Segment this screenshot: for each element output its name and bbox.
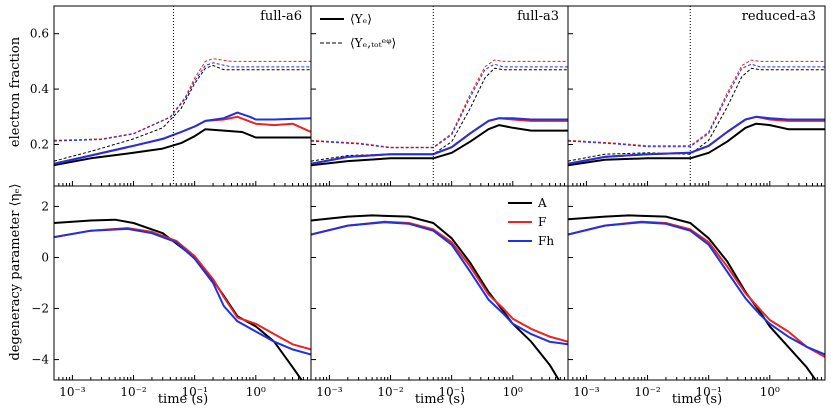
axes-frame-bottom <box>53 185 312 381</box>
axes-frame-top <box>310 5 569 187</box>
ye-fh-line <box>54 111 311 165</box>
plot-area-top <box>311 6 568 186</box>
eta-a-line <box>311 214 560 380</box>
panel-title-3: reduced-a3 <box>742 9 816 24</box>
bottom-ylabel: degeneracy parameter ⟨ηₑ⟩ <box>8 183 23 360</box>
panel-title-1: full-a6 <box>260 9 302 24</box>
legend-top-label-yeq: ⟨Yₑ,ₜₒₜᵉᵠ⟩ <box>350 36 396 50</box>
x-tick-label: 10⁻³ <box>573 385 600 399</box>
y-tick-label: 2 <box>41 199 49 213</box>
eta-fh-line <box>311 221 568 346</box>
x-tick-label: 10⁰ <box>503 385 523 399</box>
eta-f-line <box>311 220 568 343</box>
panel-2: 10⁻³ 10⁻² 10⁻¹ 10⁰ <box>310 5 569 399</box>
y-tick-label: −2 <box>31 302 49 316</box>
ye-fh-line <box>568 115 825 165</box>
xlabel-panel-1: time (s) <box>158 392 208 407</box>
x-tick-label: 10⁻² <box>634 385 661 399</box>
y-tick-label: −4 <box>31 353 49 367</box>
yeq-f-line <box>311 59 568 148</box>
ye-a-line <box>568 122 825 167</box>
xlabel-panel-3: time (s) <box>672 392 722 407</box>
eta-f-line <box>54 227 311 351</box>
xlabel-panel-2: time (s) <box>415 392 465 407</box>
y-tick-label: 0 <box>41 250 49 264</box>
x-tick-label: 10⁻¹ <box>181 385 207 399</box>
x-tick-label: 10⁻³ <box>59 385 86 399</box>
ye-fh-line <box>311 117 568 165</box>
plot-area-bottom <box>54 218 311 380</box>
panel-3: 10⁻³ 10⁻² 10⁻¹ 10⁰ <box>567 5 826 399</box>
x-tick-label: 10⁻³ <box>316 385 343 399</box>
x-tick-label: 10⁻² <box>377 385 404 399</box>
yeq-fh-line <box>311 63 568 149</box>
plot-area-bottom <box>311 214 568 380</box>
yeq-fh-line <box>568 63 825 148</box>
eta-f-line <box>568 220 825 358</box>
legend-top: ⟨Yₑ⟩ ⟨Yₑ,ₜₒₜᵉᵠ⟩ <box>320 12 396 50</box>
y-tick-label: 0.6 <box>30 27 49 41</box>
yeq-f-line <box>568 59 825 147</box>
ye-a-line <box>311 124 568 167</box>
yeq-a-line <box>54 65 311 162</box>
yeq-a-line <box>311 67 568 162</box>
plot-area-top <box>568 6 825 186</box>
x-tick-label: 10⁰ <box>246 385 266 399</box>
ye-f-line <box>54 115 311 165</box>
eta-fh-line <box>54 227 311 356</box>
x-tick-label: 10⁻¹ <box>438 385 464 399</box>
x-tick-label: 10⁰ <box>760 385 780 399</box>
axes-frame-bottom <box>310 185 569 381</box>
legend-top-label-ye: ⟨Yₑ⟩ <box>350 12 372 26</box>
yeq-a-line <box>568 67 825 162</box>
ye-a-line <box>54 128 311 167</box>
legend-bottom-label-a: A <box>537 196 547 210</box>
legend-bottom-label-fh: Fh <box>538 234 554 248</box>
plot-area-bottom <box>568 214 825 380</box>
top-ylabel: electron fraction <box>8 36 23 147</box>
plot-area-top <box>54 6 311 186</box>
y-tick-label: 0.4 <box>30 82 49 96</box>
panel-1: 0.2 0.4 0.6 −4 −2 0 2 10⁻³ 10⁻² 10⁻¹ 10⁰ <box>30 5 312 399</box>
eta-fh-line <box>568 221 825 356</box>
axes-frame-bottom <box>567 185 826 381</box>
x-tick-label: 10⁻² <box>120 385 147 399</box>
y-tick-label: 0.2 <box>30 137 49 151</box>
legend-bottom: A F Fh <box>508 196 554 248</box>
x-tick-label: 10⁻¹ <box>695 385 721 399</box>
eta-a-line <box>568 214 817 380</box>
yeq-f-line <box>54 58 311 141</box>
yeq-fh-line <box>54 62 311 142</box>
panel-title-2: full-a3 <box>517 9 559 24</box>
legend-bottom-label-f: F <box>538 215 546 229</box>
